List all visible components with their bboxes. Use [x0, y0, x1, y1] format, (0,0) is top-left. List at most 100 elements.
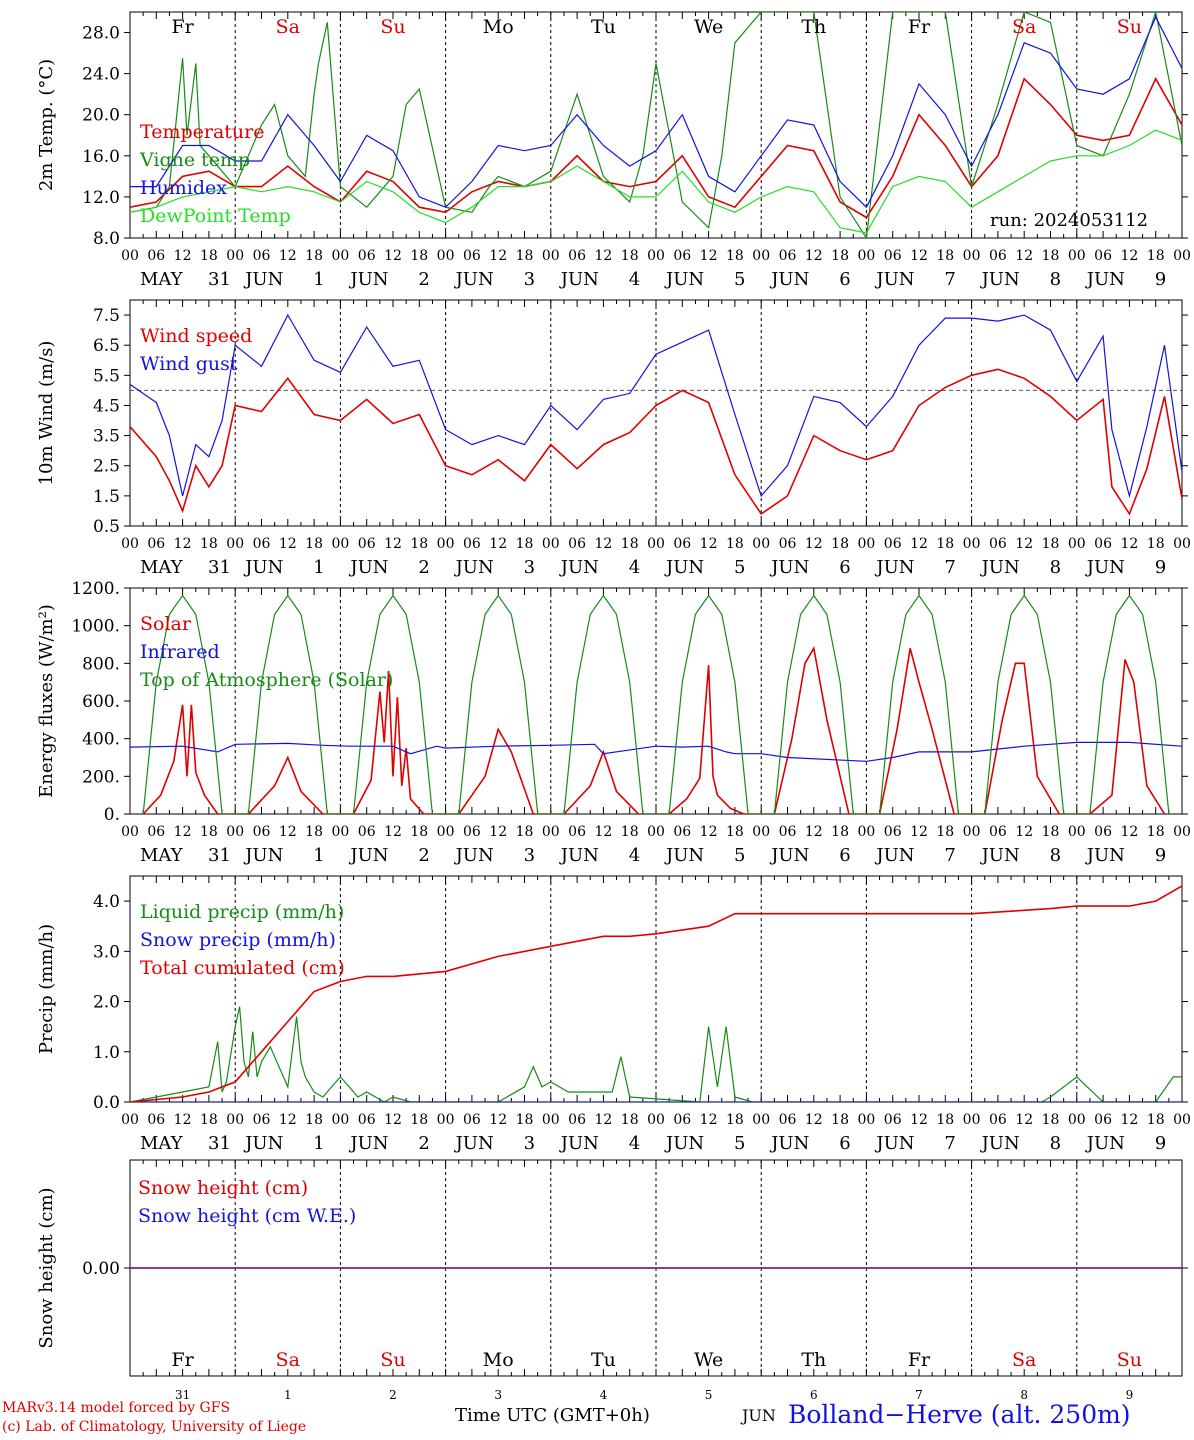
legend-entry: Wind speed — [140, 325, 252, 347]
hour-tick-label: 18 — [200, 824, 218, 840]
station-name: Bolland−Herve (alt. 250m) — [788, 1400, 1131, 1429]
hour-tick-label: 00 — [857, 536, 875, 552]
hour-tick-label: 18 — [1147, 1112, 1165, 1128]
hour-tick-label: 18 — [936, 248, 954, 264]
hour-tick-label: 12 — [174, 248, 192, 264]
hour-tick-label: 00 — [542, 1112, 560, 1128]
series-line-wind-gust — [130, 313, 1182, 499]
date-day-label: 2 — [418, 845, 429, 866]
weekday-label: Sa — [276, 16, 300, 38]
y-tick-label: 0.5 — [93, 517, 120, 537]
hour-tick-label: 18 — [1147, 248, 1165, 264]
hour-tick-label: 06 — [463, 1112, 481, 1128]
y-tick-label: 5.5 — [93, 366, 120, 386]
y-tick-label: 24.0 — [82, 65, 120, 85]
hour-tick-label: 06 — [779, 824, 797, 840]
y-tick-label: 8.0 — [93, 229, 120, 249]
hour-tick-label: 18 — [305, 824, 323, 840]
hour-tick-label: 18 — [1042, 824, 1060, 840]
date-month-label: JUN — [454, 1133, 494, 1154]
hour-tick-label: 18 — [410, 248, 428, 264]
hour-tick-label: 06 — [568, 824, 586, 840]
date-month-label: JUN — [664, 845, 704, 866]
legend-entry: Wind gust — [140, 353, 238, 375]
hour-tick-label: 18 — [621, 248, 639, 264]
series-line-wind-speed — [130, 368, 1182, 516]
date-day-label: 7 — [944, 269, 955, 290]
hour-tick-label: 18 — [831, 1112, 849, 1128]
hour-tick-label: 12 — [1015, 536, 1033, 552]
date-month-label: MAY — [140, 557, 184, 578]
hour-tick-label: 18 — [200, 1112, 218, 1128]
hour-tick-label: 00 — [226, 1112, 244, 1128]
hour-tick-label: 12 — [594, 1112, 612, 1128]
hour-tick-label: 06 — [358, 1112, 376, 1128]
legend-entry: Total cumulated (cm) — [140, 957, 345, 979]
hour-tick-label: 12 — [174, 1112, 192, 1128]
weekday-label: Su — [1117, 16, 1142, 38]
date-month-label: JUN — [874, 557, 914, 578]
panel-2: 0.5 1.5 2.5 3.5 4.5 5.5 6.5 7.5 10m Wind (m/s) Wi… — [36, 299, 1191, 578]
hour-tick-label: 18 — [200, 536, 218, 552]
hour-tick-label: 18 — [831, 248, 849, 264]
hour-tick-label: 06 — [1094, 824, 1112, 840]
hour-tick-label: 18 — [936, 1112, 954, 1128]
hour-tick-label: 00 — [226, 536, 244, 552]
date-day-label: 6 — [839, 557, 850, 578]
hour-tick-label: 06 — [568, 536, 586, 552]
date-day-label: 6 — [839, 269, 850, 290]
date-month-label: JUN — [769, 1133, 809, 1154]
hour-tick-label: 00 — [121, 824, 139, 840]
hour-tick-label: 06 — [568, 1112, 586, 1128]
weekday-label: We — [694, 16, 723, 38]
snow-axis-day-label: 6 — [810, 1388, 818, 1402]
weekday-label: Fr — [908, 1349, 931, 1371]
hour-tick-label: 06 — [253, 248, 271, 264]
hour-tick-label: 12 — [174, 536, 192, 552]
date-month-label: JUN — [243, 845, 283, 866]
hour-tick-label: 00 — [437, 1112, 455, 1128]
hour-tick-label: 06 — [358, 824, 376, 840]
hour-tick-label: 12 — [384, 536, 402, 552]
hour-tick-label: 06 — [147, 1112, 165, 1128]
hour-tick-label: 06 — [253, 824, 271, 840]
hour-tick-label: 12 — [700, 536, 718, 552]
series-line-top-of-atmosphere-solar- — [142, 594, 1170, 814]
snow-axis-day-label: 2 — [389, 1388, 397, 1402]
hour-tick-label: 18 — [1042, 248, 1060, 264]
date-day-label: 6 — [839, 1133, 850, 1154]
date-month-label: MAY — [140, 1133, 184, 1154]
weekday-label: Fr — [171, 1349, 194, 1371]
y-axis-label: Snow height (cm) — [36, 1187, 57, 1348]
hour-tick-label: 12 — [910, 824, 928, 840]
hour-tick-label: 06 — [568, 248, 586, 264]
hour-tick-label: 18 — [726, 824, 744, 840]
date-month-label: JUN — [454, 269, 494, 290]
date-day-label: 2 — [418, 1133, 429, 1154]
weekday-label: Mo — [483, 16, 514, 38]
hour-tick-label: 18 — [1147, 536, 1165, 552]
hour-tick-label: 06 — [358, 536, 376, 552]
date-day-label: 8 — [1050, 269, 1061, 290]
y-tick-label: 0. — [104, 805, 120, 825]
hour-tick-label: 18 — [1042, 1112, 1060, 1128]
legend-entry: DewPoint Temp — [140, 205, 291, 227]
series-line-humidex — [130, 15, 1182, 209]
date-day-label: 8 — [1050, 845, 1061, 866]
date-month-label: JUN — [874, 1133, 914, 1154]
hour-tick-label: 06 — [358, 248, 376, 264]
date-month-label: JUN — [664, 557, 704, 578]
hour-tick-label: 00 — [752, 824, 770, 840]
hour-tick-label: 00 — [647, 1112, 665, 1128]
date-month-label: JUN — [348, 557, 388, 578]
weekday-label: Sa — [1012, 1349, 1036, 1371]
hour-tick-label: 00 — [542, 248, 560, 264]
date-day-label: 5 — [734, 1133, 745, 1154]
hour-tick-label: 00 — [857, 824, 875, 840]
hour-tick-label: 12 — [1015, 824, 1033, 840]
date-month-label: JUN — [980, 845, 1020, 866]
date-month-label: JUN — [769, 845, 809, 866]
snow-axis-day-label: 4 — [600, 1388, 608, 1402]
y-tick-label: 3.0 — [93, 942, 120, 962]
